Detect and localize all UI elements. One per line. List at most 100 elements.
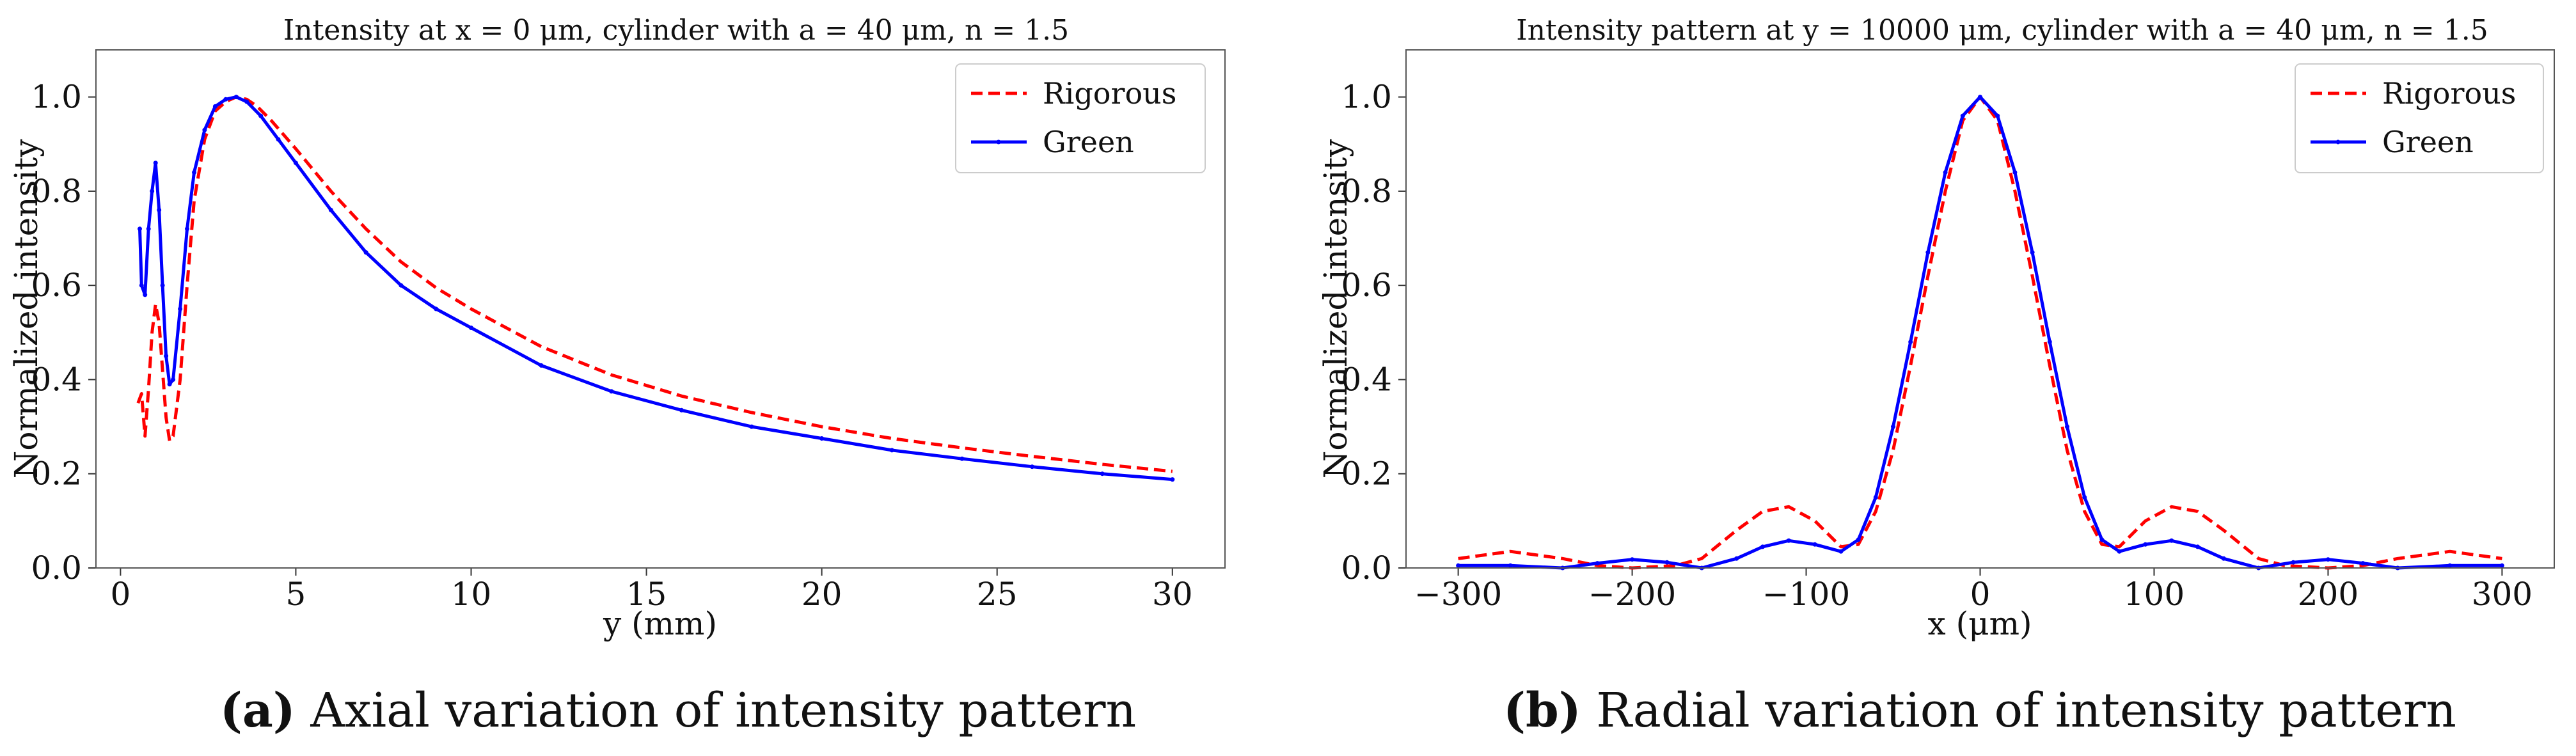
x-tick-label: 5 [286,576,306,613]
y-tick-label: 0.8 [31,173,82,210]
data-point-green [2447,563,2453,568]
data-point-green [150,189,155,194]
x-tick-label: −300 [1414,576,1502,613]
data-point-green [160,283,165,288]
x-tick-label: 25 [977,576,1018,613]
data-point-green [1664,560,1670,565]
data-point-green [143,292,148,297]
data-point-green [2012,170,2018,175]
x-tick-label: 30 [1152,576,1193,613]
data-point-green [1943,170,1948,175]
y-tick-label: 0.8 [1341,173,1392,210]
caption: (b) Radial variation of intensity patter… [1503,683,2456,738]
data-point-green [2360,561,2366,566]
data-point-green [1812,542,1817,547]
data-point-green [276,137,281,142]
data-point-green [171,377,176,382]
y-tick-label: 1.0 [31,79,82,116]
data-point-green [889,448,894,453]
data-point-green [138,226,142,232]
y-tick-label: 0.6 [1341,267,1392,304]
data-point-green [192,170,196,175]
plot-frame [1405,49,2555,569]
data-point-green [960,456,965,461]
x-tick-label: 200 [2298,576,2359,613]
data-point-green [1960,113,1965,118]
data-point-green [399,283,404,288]
data-point-green [749,424,754,429]
data-point-green [328,207,333,212]
y-axis-label: Normalized intensity [1317,139,1354,479]
caption-label: (b) [1503,683,1581,738]
legend-label-green: Green [1043,125,1134,159]
data-point-green [1760,544,1765,549]
x-tick-label: 0 [110,576,130,613]
data-point-green [212,104,217,109]
data-point-green [2047,340,2052,344]
x-tick-label: 300 [2472,576,2533,613]
y-tick-label: 0.0 [31,549,82,587]
data-point-green [469,326,473,330]
data-point-green [244,99,249,104]
data-point-green [2117,549,2122,554]
x-tick-label: 20 [802,576,842,613]
panel-a: Intensity at x = 0 μm, cylinder with a =… [8,14,1226,738]
panel-b: Intensity pattern at y = 10000 μm, cylin… [1317,14,2555,738]
series-line-rigorous [136,95,1173,473]
data-point-green [185,226,189,232]
data-point-green [1786,538,1791,543]
data-point-green [1838,549,1844,554]
x-tick-label: −200 [1588,576,1676,613]
data-point-green [146,226,151,232]
y-tick-label: 0.2 [31,455,82,492]
y-tick-label: 0.4 [31,361,82,398]
plot-frame [95,49,1226,569]
data-point-green [1595,561,1600,566]
y-tick-label: 0.2 [1341,455,1392,492]
legend-marker-green [2335,139,2341,145]
x-tick-label: 100 [2124,576,2185,613]
data-point-green [679,407,684,413]
x-tick-label: 0 [1970,576,1991,613]
caption-text: Radial variation of intensity pattern [1581,683,2456,738]
data-point-green [178,306,183,311]
data-point-green [202,127,207,132]
data-point-green [2169,538,2174,543]
data-point-green [1891,424,1895,429]
data-point-green [609,389,614,394]
data-point-green [2082,495,2087,500]
chart-title: Intensity at x = 0 μm, cylinder with a =… [283,14,1069,47]
caption-text: Axial variation of intensity pattern [296,683,1136,738]
data-point-green [2325,557,2330,562]
legend-label-green: Green [2382,125,2474,159]
data-point-green [2065,424,2069,429]
data-point-green [1170,477,1175,482]
data-point-green [1873,495,1878,500]
y-tick-label: 0.6 [31,267,82,304]
data-point-green [363,250,368,255]
plot-area: 0 5 10 15 20 25 30 0.0 0.2 0.4 0.6 0.8 1.0 [31,79,1192,613]
data-point-green [1978,95,1982,100]
data-point-green [1508,563,1513,568]
data-point-green [2143,542,2148,547]
data-point-green [1856,537,1861,542]
data-point-green [2195,544,2200,549]
data-point-green [1925,250,1931,255]
data-point-green [258,113,264,118]
data-point-green [223,97,228,102]
y-tick-label: 0.0 [1341,549,1392,587]
data-point-green [2221,556,2226,561]
x-axis-label: y (mm) [603,605,717,642]
data-point-green [2291,560,2296,565]
caption: (a) Axial variation of intensity pattern [220,683,1136,738]
caption-label: (a) [220,683,296,738]
x-tick-label: 10 [451,576,492,613]
data-point-green [139,283,144,288]
data-point-green [2099,537,2105,542]
y-tick-label: 0.4 [1341,361,1392,398]
legend: Rigorous Green [955,63,1206,173]
chart-title: Intensity pattern at y = 10000 μm, cylin… [1516,14,2488,47]
data-point-green [2030,250,2035,255]
data-point-green [1908,340,1913,344]
